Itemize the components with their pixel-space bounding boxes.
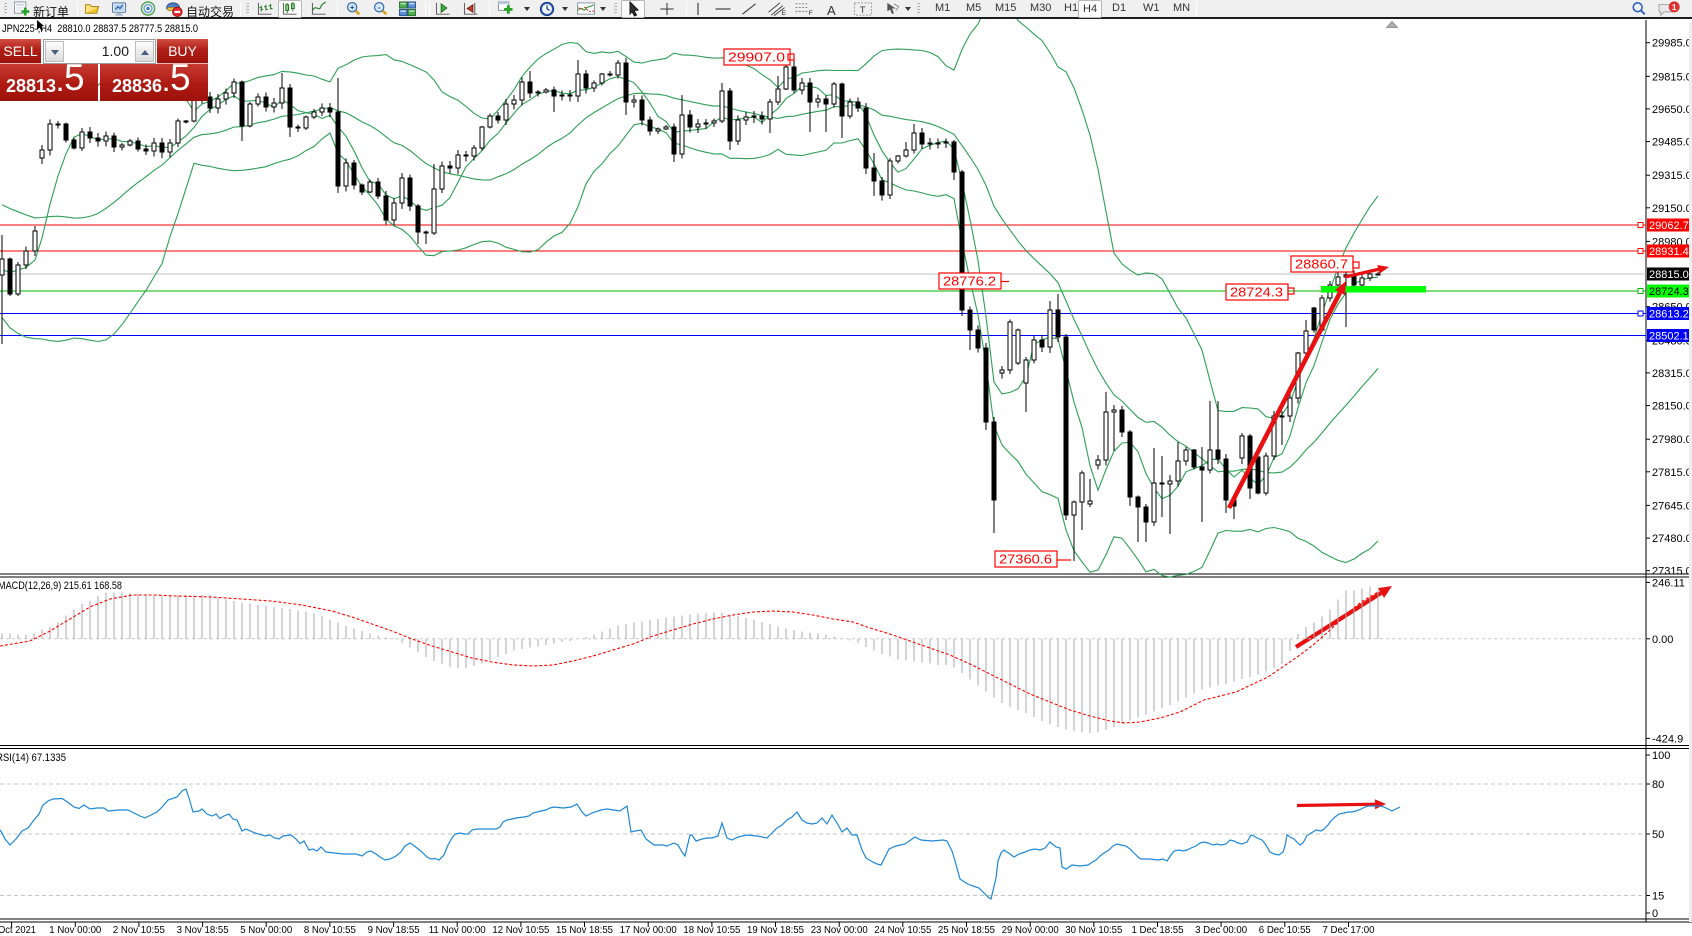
svg-text:17 Nov 00:00: 17 Nov 00:00 (620, 924, 677, 936)
svg-text:19 Nov 18:55: 19 Nov 18:55 (747, 924, 804, 936)
svg-text:29907.0: 29907.0 (728, 51, 785, 65)
svg-text:29150.0: 29150.0 (1652, 203, 1692, 215)
svg-text:28931.4: 28931.4 (1649, 246, 1689, 258)
svg-text:28502.1: 28502.1 (1649, 331, 1689, 343)
svg-text:1 Nov 00:00: 1 Nov 00:00 (49, 924, 101, 936)
svg-text:29485.0: 29485.0 (1652, 137, 1692, 149)
svg-text:MACD(12,26,9) 215.61 168.58: MACD(12,26,9) 215.61 168.58 (0, 580, 122, 592)
svg-text:100: 100 (1652, 750, 1670, 762)
svg-text:29815.0: 29815.0 (1652, 71, 1692, 83)
svg-text:+: + (350, 3, 355, 12)
svg-text:30 Nov 10:55: 30 Nov 10:55 (1065, 924, 1122, 936)
svg-text:6 Dec 10:55: 6 Dec 10:55 (1259, 924, 1311, 936)
svg-text:50: 50 (1652, 829, 1664, 841)
svg-text:2 Nov 10:55: 2 Nov 10:55 (113, 924, 165, 936)
svg-text:246.11: 246.11 (1652, 577, 1685, 589)
svg-text:27645.0: 27645.0 (1652, 500, 1692, 512)
svg-text:25 Nov 18:55: 25 Nov 18:55 (938, 924, 995, 936)
svg-text:80: 80 (1652, 779, 1664, 791)
svg-text:9 Nov 18:55: 9 Nov 18:55 (368, 924, 420, 936)
svg-text:27360.6: 27360.6 (999, 553, 1052, 567)
svg-text:27315.0: 27315.0 (1652, 566, 1692, 578)
svg-text:3 Dec 00:00: 3 Dec 00:00 (1195, 924, 1247, 936)
svg-text:1: 1 (1672, 2, 1677, 12)
svg-text:29315.0: 29315.0 (1652, 170, 1692, 182)
svg-text:12 Nov 10:55: 12 Nov 10:55 (492, 924, 549, 936)
svg-text:0: 0 (1652, 908, 1658, 920)
svg-text:11 Nov 00:00: 11 Nov 00:00 (429, 924, 486, 936)
svg-text:1 Dec 18:55: 1 Dec 18:55 (1132, 924, 1184, 936)
svg-text:28150.0: 28150.0 (1652, 401, 1692, 413)
svg-text:0.00: 0.00 (1652, 634, 1673, 646)
svg-text:28776.2: 28776.2 (943, 275, 996, 289)
svg-text:18 Nov 10:55: 18 Nov 10:55 (683, 924, 740, 936)
svg-text:29 Nov 00:00: 29 Nov 00:00 (1002, 924, 1059, 936)
svg-text:28724.3: 28724.3 (1230, 286, 1283, 300)
svg-text:28315.0: 28315.0 (1652, 368, 1692, 380)
svg-text:-: - (378, 3, 381, 12)
svg-text:27480.0: 27480.0 (1652, 533, 1692, 545)
svg-text:-424.9: -424.9 (1652, 733, 1683, 745)
svg-text:27980.0: 27980.0 (1652, 434, 1692, 446)
svg-text:15: 15 (1652, 891, 1664, 903)
svg-text:29985.0: 29985.0 (1652, 38, 1692, 50)
svg-text:28613.2: 28613.2 (1649, 309, 1689, 321)
svg-text:23 Nov 00:00: 23 Nov 00:00 (811, 924, 868, 936)
svg-text:28724.3: 28724.3 (1649, 286, 1689, 298)
svg-text:28860.7: 28860.7 (1295, 258, 1348, 272)
svg-text:Oct 2021: Oct 2021 (0, 924, 36, 936)
svg-text:29650.0: 29650.0 (1652, 104, 1692, 116)
svg-text:E: E (782, 10, 787, 17)
svg-text:3 Nov 18:55: 3 Nov 18:55 (177, 924, 229, 936)
svg-text:27815.0: 27815.0 (1652, 467, 1692, 479)
svg-text:7 Dec 17:00: 7 Dec 17:00 (1323, 924, 1375, 936)
svg-text:F: F (809, 10, 813, 17)
svg-text:15 Nov 18:55: 15 Nov 18:55 (556, 924, 613, 936)
svg-text:RSI(14) 67.1335: RSI(14) 67.1335 (0, 752, 66, 764)
svg-text:JPN225-,H4 28810.0 28837.5 28: JPN225-,H4 28810.0 28837.5 28777.5 28815… (2, 23, 198, 35)
svg-text:T: T (860, 4, 866, 15)
svg-text:8 Nov 10:55: 8 Nov 10:55 (304, 924, 356, 936)
svg-text:5 Nov 00:00: 5 Nov 00:00 (240, 924, 292, 936)
svg-text:28815.0: 28815.0 (1649, 269, 1689, 281)
svg-text:24 Nov 10:55: 24 Nov 10:55 (874, 924, 931, 936)
svg-text:29062.7: 29062.7 (1649, 220, 1689, 232)
